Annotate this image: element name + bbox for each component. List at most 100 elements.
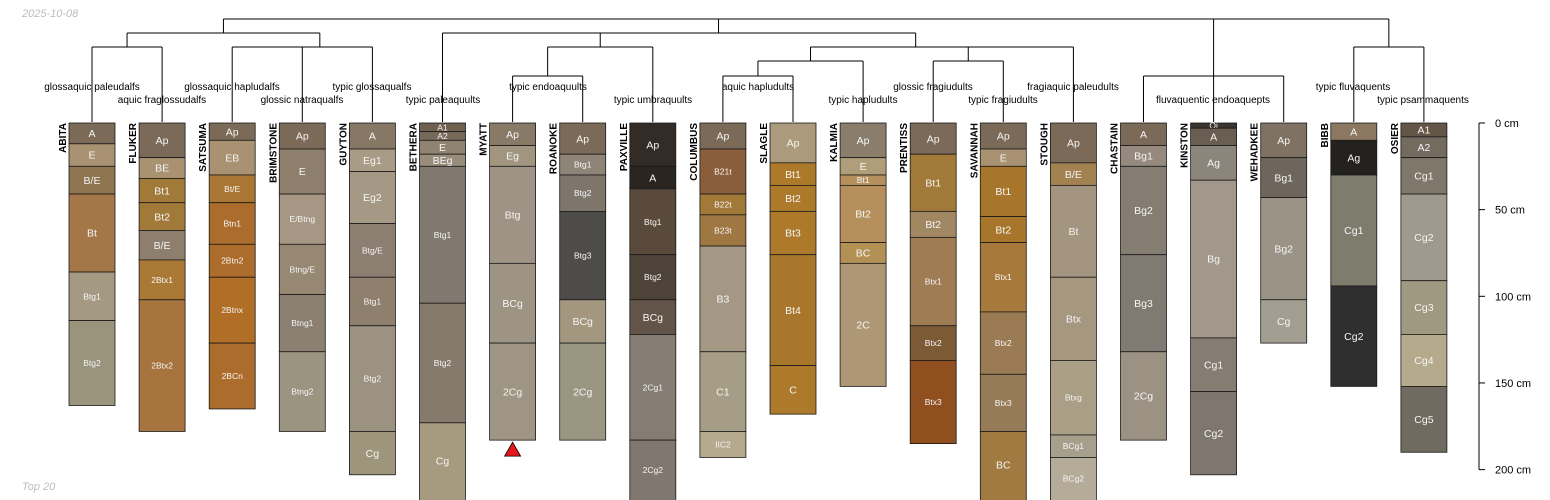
profile-slagle: Ap Bt1 Bt2 Bt3 Bt4 C SLAGLE	[759, 122, 817, 415]
horizon-paxville-btg1	[629, 188, 677, 256]
horizon-prentiss-btx3	[909, 360, 957, 445]
horizon-guyton-eg2	[348, 171, 396, 224]
horizon-brimstone-btng1	[278, 294, 326, 353]
profile-bibb: A Ag Cg1 Cg2 BIBB	[1320, 122, 1378, 387]
horizon-label: 2Btx2	[151, 361, 173, 371]
horizon-label: Bg2	[1134, 205, 1153, 217]
horizon-label: Cg	[366, 448, 380, 460]
profile-name: CHASTAIN	[1110, 123, 1121, 174]
horizon-osier-cg2	[1400, 193, 1448, 282]
horizon-label: E	[860, 161, 867, 173]
horizon-label: 2Cg1	[643, 382, 664, 392]
horizon-label: BCg	[572, 316, 593, 328]
horizon-wehadkee-bg1	[1260, 157, 1308, 198]
horizon-columbus-b21t	[699, 148, 747, 195]
profile-prentiss: Ap Bt1 Bt2 Btx1 Btx2 Btx3 PRENTISS	[899, 122, 957, 445]
horizon-prentiss-ap	[909, 122, 957, 155]
horizon-brimstone-btng2	[278, 351, 326, 432]
horizon-brimstone-e-btng	[278, 193, 326, 245]
profile-columbus: Ap B21t B22t B23t B3 C1 IIC2 COLUMBUS	[689, 122, 747, 458]
horizon-roanoke-2cg	[559, 342, 607, 441]
horizon-label: Cg2	[1344, 331, 1363, 343]
horizon-label: B/E	[154, 240, 171, 252]
horizon-label: E	[439, 142, 446, 154]
horizon-bibb-ag	[1330, 139, 1378, 176]
horizon-roanoke-ap	[559, 122, 607, 155]
horizon-label: BE	[155, 163, 169, 175]
horizon-label: 2Cg2	[643, 465, 664, 475]
axis-tick-label: 200 cm	[1495, 465, 1531, 477]
horizon-label: Btx1	[925, 277, 942, 287]
horizon-columbus-b3	[699, 245, 747, 353]
taxon-label-typic-hapludults: typic hapludults	[829, 95, 898, 106]
horizon-stough-ap	[1050, 122, 1097, 164]
horizon-osier-cg5	[1400, 386, 1448, 453]
horizon-label: Bg2	[1274, 243, 1293, 255]
horizon-label: BC	[996, 460, 1011, 472]
horizon-label: Eg1	[363, 155, 382, 167]
horizon-label: Btg2	[644, 272, 662, 282]
taxon-label-typic-umbraquults: typic umbraquults	[614, 95, 692, 106]
horizon-columbus-iic2	[699, 431, 747, 458]
profile-osier: A1 A2 Cg1 Cg2 Cg3 Cg4 Cg5 OSIER	[1390, 122, 1448, 453]
horizon-label: Cg2	[1414, 232, 1433, 244]
horizon-label: Bt1	[925, 177, 941, 189]
horizon-label: Btx	[1066, 314, 1082, 326]
taxon-label-typic-paleaquults: typic paleaquults	[406, 95, 481, 106]
horizon-label: 2Cg	[503, 386, 522, 398]
horizon-kalmia-ap	[839, 122, 887, 159]
horizon-label: Btxg	[1065, 393, 1082, 403]
horizon-label: Cg5	[1414, 414, 1433, 426]
horizon-wehadkee-ap	[1260, 122, 1308, 159]
horizon-savannah-bc	[979, 431, 1027, 500]
horizon-roanoke-btg3	[559, 210, 607, 301]
horizon-label: Cg1	[1204, 359, 1223, 371]
horizon-label: IIC2	[715, 439, 731, 449]
profile-fluker: Ap BE Bt1 Bt2 B/E 2Btx1 2Btx2 FLUKER	[128, 122, 186, 432]
horizon-paxville-bcg	[629, 299, 677, 335]
horizon-label: E	[1000, 152, 1007, 164]
horizon-label: BCg1	[1063, 441, 1085, 451]
horizon-abita-btg2	[68, 320, 116, 406]
horizon-label: C	[789, 385, 797, 397]
horizon-label: Bt	[1068, 226, 1078, 238]
taxon-label-typic-psammaquents: typic psammaquents	[1377, 95, 1469, 106]
horizon-guyton-a	[348, 122, 396, 150]
horizon-label: Ap	[927, 133, 940, 145]
horizon-stough-bt	[1050, 184, 1097, 278]
horizon-label: 2Cg	[573, 386, 592, 398]
horizon-label: Ap	[857, 135, 870, 147]
horizon-label: Ap	[646, 139, 659, 151]
horizon-label: A	[369, 131, 376, 143]
horizon-savannah-btx2	[979, 311, 1027, 375]
horizon-label: Ap	[156, 135, 169, 147]
horizon-satsuma-2btn2	[208, 243, 256, 278]
horizon-label: Btx1	[995, 272, 1012, 282]
profile-name: COLUMBUS	[689, 123, 700, 181]
horizon-label: B/E	[1065, 169, 1082, 181]
taxon-label-fluvaquentic-endoaquepts: fluvaquentic endoaquepts	[1156, 95, 1270, 106]
horizon-slagle-ap	[769, 122, 817, 164]
horizon-label: Ap	[997, 131, 1010, 143]
horizon-osier-cg1	[1400, 157, 1448, 195]
horizon-label: A1	[1417, 125, 1430, 137]
horizon-paxville-ap	[629, 122, 677, 167]
horizon-label: Cg2	[1204, 428, 1223, 440]
footer-label: Top 20	[22, 481, 56, 493]
horizon-label: Cg	[436, 455, 450, 467]
profile-name: ROANOKE	[549, 123, 560, 174]
profile-stough: Ap B/E Bt Btx Btxg BCg1 BCg2 STOUGH	[1039, 122, 1097, 500]
horizon-label: Btng/E	[290, 264, 316, 274]
horizon-label: Ag	[1347, 152, 1360, 164]
profile-name: BRIMSTONE	[268, 123, 279, 183]
horizon-label: Bt1	[995, 186, 1011, 198]
horizon-label: Btg3	[574, 251, 592, 261]
horizon-fluker-2btx1	[138, 259, 186, 301]
depth-axis: 0 cm 50 cm 100 cm 150 cm 200 cm	[1478, 118, 1531, 477]
profile-name: BIBB	[1320, 123, 1331, 147]
horizon-label: E/Btng	[290, 214, 316, 224]
horizon-fluker-ap	[138, 122, 186, 159]
